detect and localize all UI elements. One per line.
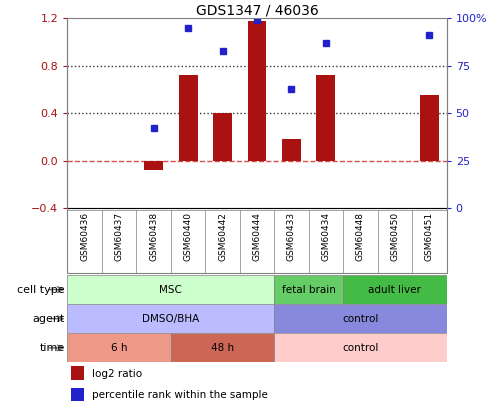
Bar [67, 275, 274, 304]
Text: GSM60436: GSM60436 [80, 212, 89, 261]
Bar [171, 333, 274, 362]
Text: fetal brain: fetal brain [282, 285, 336, 294]
Text: MSC: MSC [159, 285, 182, 294]
Text: log2 ratio: log2 ratio [92, 369, 142, 379]
Text: time: time [39, 343, 65, 353]
Bar [144, 161, 163, 170]
Bar [274, 304, 447, 333]
Bar [67, 304, 274, 333]
Text: GSM60434: GSM60434 [321, 212, 330, 261]
Bar [67, 333, 171, 362]
Text: GSM60433: GSM60433 [287, 212, 296, 261]
Text: GSM60444: GSM60444 [252, 212, 261, 261]
Bar [71, 366, 84, 380]
Bar [316, 75, 335, 161]
Bar [274, 275, 343, 304]
Bar [274, 333, 447, 362]
Text: control: control [342, 314, 379, 324]
Text: DMSO/BHA: DMSO/BHA [142, 314, 200, 324]
Bar [420, 96, 439, 161]
Title: GDS1347 / 46036: GDS1347 / 46036 [196, 3, 318, 17]
Text: GSM60442: GSM60442 [218, 212, 227, 261]
Text: 48 h: 48 h [211, 343, 234, 353]
Text: GSM60451: GSM60451 [425, 212, 434, 261]
Text: agent: agent [32, 314, 65, 324]
Text: cell type: cell type [17, 285, 65, 294]
Text: control: control [342, 343, 379, 353]
Text: GSM60437: GSM60437 [115, 212, 124, 261]
Bar [71, 388, 84, 402]
Text: adult liver: adult liver [368, 285, 421, 294]
Text: 6 h: 6 h [111, 343, 127, 353]
Text: percentile rank within the sample: percentile rank within the sample [92, 390, 268, 401]
Bar [213, 113, 232, 161]
Bar [248, 21, 266, 161]
Bar [282, 139, 301, 161]
Text: GSM60448: GSM60448 [356, 212, 365, 261]
Text: GSM60440: GSM60440 [184, 212, 193, 261]
Text: GSM60450: GSM60450 [390, 212, 399, 261]
Bar [179, 75, 198, 161]
Text: GSM60438: GSM60438 [149, 212, 158, 261]
Bar [343, 275, 447, 304]
